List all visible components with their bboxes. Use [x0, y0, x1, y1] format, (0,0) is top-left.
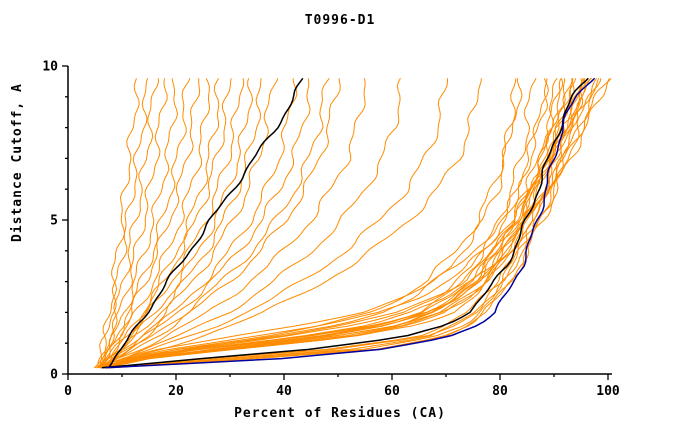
svg-text:5: 5: [50, 214, 58, 229]
svg-text:0: 0: [50, 368, 58, 383]
svg-text:40: 40: [276, 384, 292, 399]
svg-text:20: 20: [168, 384, 184, 399]
svg-text:60: 60: [384, 384, 400, 399]
x-axis-label: Percent of Residues (CA): [234, 406, 446, 421]
svg-text:100: 100: [596, 384, 620, 399]
svg-text:80: 80: [492, 384, 508, 399]
svg-text:10: 10: [42, 60, 58, 75]
svg-text:0: 0: [64, 384, 72, 399]
chart-title: T0996-D1: [304, 13, 376, 28]
